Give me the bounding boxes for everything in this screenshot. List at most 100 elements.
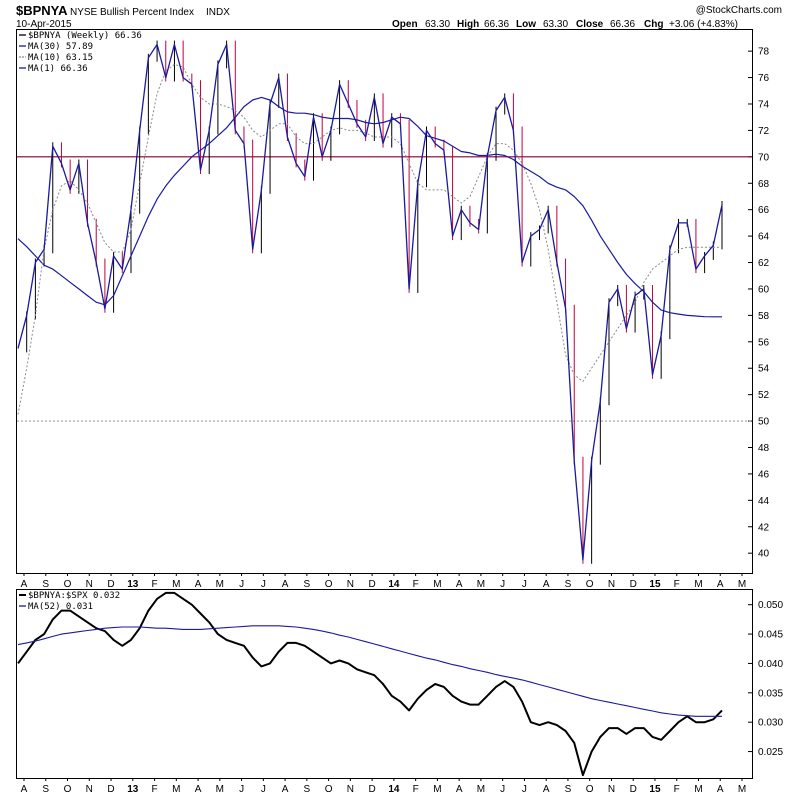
chg-label: Chg xyxy=(644,19,663,30)
y-tick-label: 66 xyxy=(758,205,770,216)
exchange-label: INDX xyxy=(206,7,230,18)
x-tick-label: S xyxy=(42,784,49,795)
x-tick-label: M xyxy=(172,784,180,795)
x-tick-label: F xyxy=(151,579,157,590)
y-tick-label: 54 xyxy=(758,364,770,375)
y-tick-label: 50 xyxy=(758,417,770,428)
x-tick-label: M xyxy=(738,579,746,590)
close-value: 66.36 xyxy=(610,19,635,30)
low-label: Low xyxy=(516,19,536,30)
x-tick-label: M xyxy=(477,784,485,795)
x-tick-label: A xyxy=(543,579,550,590)
x-tick-label: M xyxy=(738,784,746,795)
y-tick-label: 0.045 xyxy=(758,630,783,641)
x-tick-label: 14 xyxy=(388,579,400,590)
x-tick-label: O xyxy=(64,784,72,795)
x-tick-label: A xyxy=(195,784,202,795)
ma52-line xyxy=(17,625,722,717)
x-tick-label: A xyxy=(717,784,724,795)
x-tick-label: M xyxy=(694,579,702,590)
main-panel: 40 42 44 46 48 50 52 54 56 58 60 62 64 66 68 70 72 74 76 78… xyxy=(17,31,770,590)
y-tick-label: 40 xyxy=(758,549,770,560)
y-tick-label: 46 xyxy=(758,469,770,480)
chart-date: 10-Apr-2015 xyxy=(16,19,72,30)
x-tick-label: J xyxy=(500,784,505,795)
x-tick-label: M xyxy=(433,579,441,590)
ma1-line xyxy=(17,43,723,561)
ratio-panel-frame xyxy=(16,589,753,779)
symbol-description: NYSE Bullish Percent Index xyxy=(70,7,194,18)
legend-entry: $BPNYA (Weekly) 66.36 xyxy=(28,31,142,41)
x-tick-label: N xyxy=(347,784,354,795)
y-tick-label: 70 xyxy=(758,152,770,163)
x-tick-label: F xyxy=(151,784,157,795)
x-tick-label: J xyxy=(261,784,266,795)
y-tick-label: 42 xyxy=(758,522,770,533)
x-tick-label: O xyxy=(325,579,333,590)
x-tick-label: F xyxy=(413,579,419,590)
x-tick-label: N xyxy=(347,579,354,590)
x-tick-label: F xyxy=(674,579,680,590)
x-tick-label: M xyxy=(433,784,441,795)
y-tick-label: 74 xyxy=(758,99,770,110)
x-tick-label: J xyxy=(239,784,244,795)
legend-entry: MA(30) 57.89 xyxy=(28,42,93,52)
ma30-line xyxy=(17,96,722,318)
x-tick-label: D xyxy=(369,579,376,590)
legend-entry: MA(52) 0.031 xyxy=(28,602,93,612)
x-tick-label: J xyxy=(500,579,505,590)
x-tick-label: M xyxy=(172,579,180,590)
x-tick-label: S xyxy=(304,579,311,590)
x-tick-label: J xyxy=(522,784,527,795)
x-tick-label: D xyxy=(107,579,114,590)
legend-entry: $BPNYA:$SPX 0.032 xyxy=(28,591,120,601)
x-tick-label: A xyxy=(456,579,463,590)
main-panel-frame xyxy=(16,29,753,574)
x-tick-label: A xyxy=(282,579,289,590)
x-tick-label: N xyxy=(86,784,93,795)
y-tick-label: 52 xyxy=(758,390,770,401)
y-tick-label: 0.035 xyxy=(758,688,783,699)
legend-entry: MA(10) 63.15 xyxy=(28,53,93,63)
y-tick-label: 44 xyxy=(758,496,770,507)
open-label: Open xyxy=(392,19,418,30)
x-tick-label: S xyxy=(42,579,49,590)
x-tick-label: N xyxy=(608,784,615,795)
x-tick-label: S xyxy=(565,579,572,590)
x-tick-label: 13 xyxy=(127,784,139,795)
open-value: 63.30 xyxy=(425,19,450,30)
x-tick-label: S xyxy=(565,784,572,795)
x-tick-label: J xyxy=(522,579,527,590)
x-tick-label: F xyxy=(413,784,419,795)
x-tick-label: O xyxy=(586,784,594,795)
chg-value: +3.06 (+4.83%) xyxy=(669,19,738,30)
x-tick-label: D xyxy=(369,784,376,795)
x-tick-label: A xyxy=(282,784,289,795)
x-tick-label: N xyxy=(608,579,615,590)
x-tick-label: D xyxy=(630,579,637,590)
x-tick-label: A xyxy=(456,784,463,795)
x-tick-label: N xyxy=(86,579,93,590)
watermark: @StockCharts.com xyxy=(696,5,782,16)
high-label: High xyxy=(457,19,479,30)
x-tick-label: A xyxy=(543,784,550,795)
y-tick-label: 0.030 xyxy=(758,718,783,729)
y-tick-label: 48 xyxy=(758,443,770,454)
x-tick-label: O xyxy=(586,579,594,590)
x-tick-label: 13 xyxy=(127,579,139,590)
x-tick-label: D xyxy=(107,784,114,795)
y-tick-label: 56 xyxy=(758,337,770,348)
x-tick-label: O xyxy=(64,579,72,590)
y-tick-label: 78 xyxy=(758,47,770,58)
x-tick-label: A xyxy=(717,579,724,590)
x-tick-label: A xyxy=(195,579,202,590)
x-tick-label: 15 xyxy=(649,579,661,590)
close-label: Close xyxy=(576,19,604,30)
x-tick-label: M xyxy=(694,784,702,795)
y-tick-label: 0.025 xyxy=(758,747,783,758)
x-tick-label: M xyxy=(216,784,224,795)
x-tick-label: J xyxy=(261,579,266,590)
x-tick-label: J xyxy=(239,579,244,590)
